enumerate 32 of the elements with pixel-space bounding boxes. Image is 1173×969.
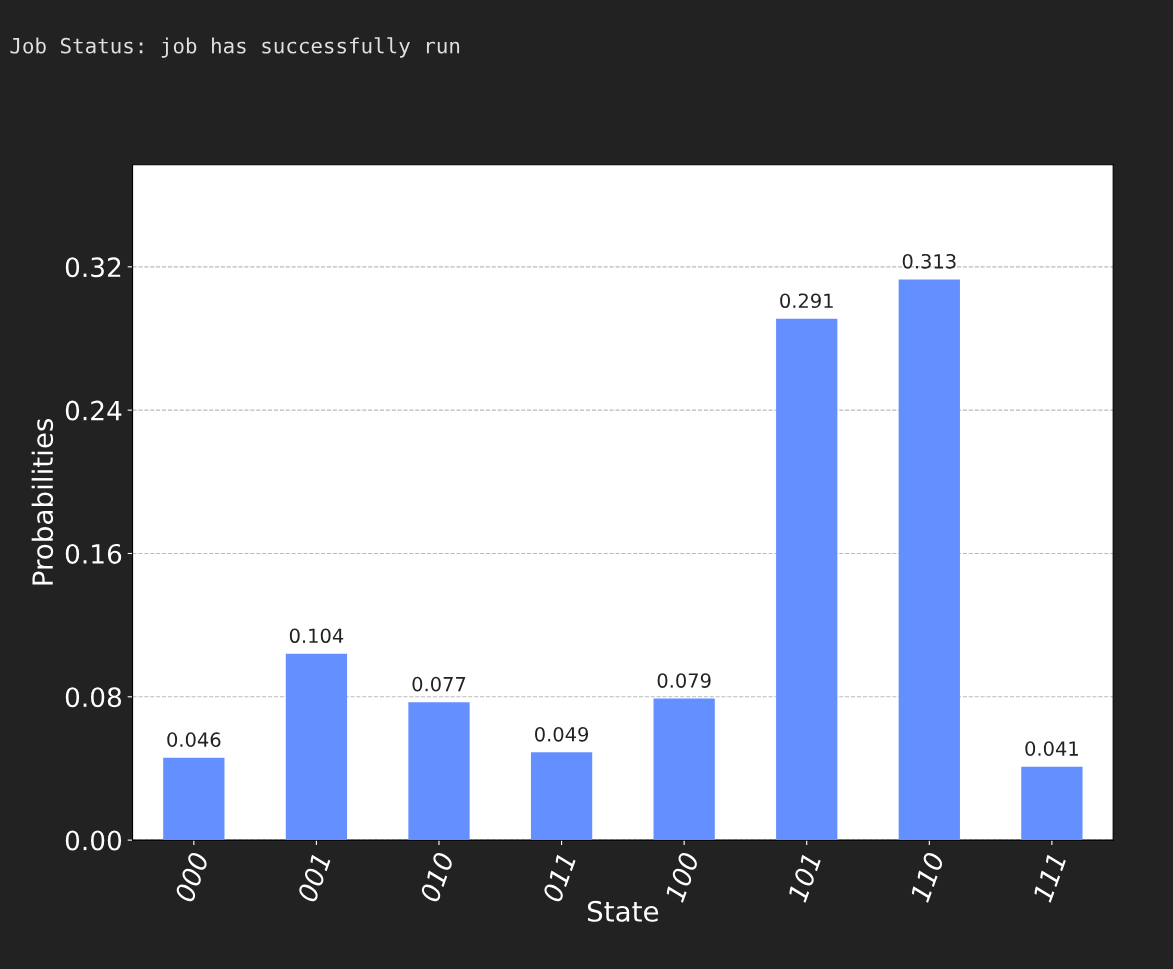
x-tick-label: 101 xyxy=(787,853,822,903)
data-label: 0.049 xyxy=(535,726,589,742)
x-tick-label: 010 xyxy=(419,851,455,903)
x-tick-label: 110 xyxy=(909,851,945,903)
bar xyxy=(1021,766,1083,841)
y-tick-label: 0.24 xyxy=(65,400,122,421)
y-tick-label: 0.00 xyxy=(65,830,122,851)
bar xyxy=(530,752,593,841)
text: Job Status: job has successfully run xyxy=(10,37,460,58)
y-axis-title: Probabilities xyxy=(31,418,54,585)
bar xyxy=(653,698,715,841)
y-tick-label: 0.32 xyxy=(65,257,121,278)
bar xyxy=(285,653,348,841)
x-tick-label: 100 xyxy=(664,851,700,903)
x-tick-label: 111 xyxy=(1032,853,1066,903)
y-tick-label: 0.16 xyxy=(65,543,122,564)
x-tick-label: 001 xyxy=(296,853,331,903)
x-tick-label: 011 xyxy=(541,853,577,903)
data-label: 0.079 xyxy=(657,673,711,688)
x-tick-label: 000 xyxy=(174,851,210,903)
data-label: 0.041 xyxy=(1025,741,1078,756)
data-label: 0.046 xyxy=(167,732,221,747)
bar xyxy=(163,757,225,841)
bar xyxy=(408,702,470,841)
data-label: 0.104 xyxy=(289,628,344,644)
data-label: 0.291 xyxy=(780,293,833,309)
bar xyxy=(898,279,960,841)
bar xyxy=(776,318,838,841)
data-label: 0.077 xyxy=(412,676,466,692)
data-label: 0.313 xyxy=(902,253,956,269)
x-axis-title: State xyxy=(587,900,659,922)
y-tick-label: 0.08 xyxy=(65,687,122,708)
